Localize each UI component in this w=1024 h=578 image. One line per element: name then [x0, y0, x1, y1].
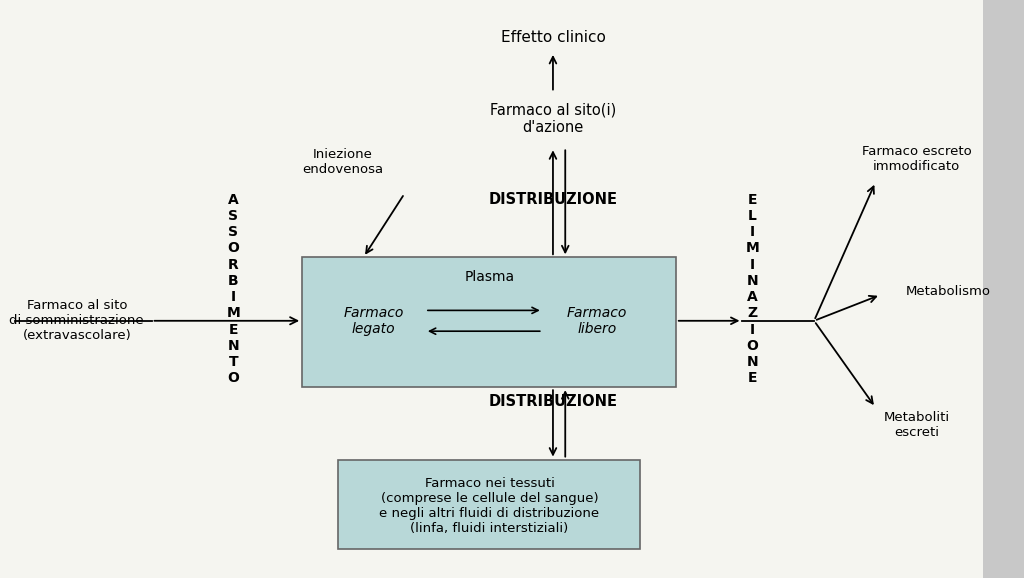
Text: A
S
S
O
R
B
I
M
E
N
T
O: A S S O R B I M E N T O	[226, 193, 241, 385]
Text: DISTRIBUZIONE: DISTRIBUZIONE	[488, 192, 617, 207]
Bar	[338, 460, 640, 549]
Text: Farmaco
legato: Farmaco legato	[344, 306, 403, 336]
Text: Metaboliti
escreti: Metaboliti escreti	[884, 411, 949, 439]
Text: Plasma: Plasma	[465, 271, 514, 284]
Text: Farmaco escreto
immodificato: Farmaco escreto immodificato	[861, 145, 972, 173]
Text: Farmaco nei tessuti
(comprese le cellule del sangue)
e negli altri fluidi di dis: Farmaco nei tessuti (comprese le cellule…	[380, 477, 599, 535]
Text: DISTRIBUZIONE: DISTRIBUZIONE	[488, 394, 617, 409]
Text: Effetto clinico: Effetto clinico	[501, 30, 605, 45]
Text: Farmaco al sito(i)
d'azione: Farmaco al sito(i) d'azione	[489, 102, 616, 135]
Bar	[302, 257, 676, 387]
Text: Iniezione
endovenosa: Iniezione endovenosa	[302, 148, 384, 176]
Text: Farmaco al sito
di somministrazione
(extravascolare): Farmaco al sito di somministrazione (ext…	[9, 299, 144, 342]
Text: Farmaco
libero: Farmaco libero	[567, 306, 627, 336]
Text: Metabolismo: Metabolismo	[906, 286, 991, 298]
Bar	[983, 0, 1024, 578]
Text: E
L
I
M
I
N
A
Z
I
O
N
E: E L I M I N A Z I O N E	[745, 193, 760, 385]
